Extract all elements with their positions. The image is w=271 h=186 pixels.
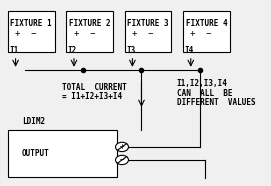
- Text: I1: I1: [9, 46, 18, 55]
- Text: DIFFERENT  VALUES: DIFFERENT VALUES: [176, 98, 255, 107]
- Text: +  −: + −: [15, 29, 37, 38]
- Circle shape: [115, 142, 128, 152]
- Text: −: −: [120, 155, 124, 164]
- FancyBboxPatch shape: [66, 11, 113, 52]
- Text: +  −: + −: [191, 29, 212, 38]
- Text: CAN  ALL  BE: CAN ALL BE: [176, 89, 232, 97]
- Text: FIXTURE 4: FIXTURE 4: [186, 19, 227, 28]
- Text: FIXTURE 2: FIXTURE 2: [69, 19, 110, 28]
- Text: LDIM2: LDIM2: [22, 118, 45, 126]
- Text: FIXTURE 3: FIXTURE 3: [127, 19, 169, 28]
- Text: +: +: [120, 142, 124, 151]
- FancyBboxPatch shape: [8, 130, 117, 177]
- FancyBboxPatch shape: [125, 11, 171, 52]
- Text: FIXTURE 1: FIXTURE 1: [10, 19, 52, 28]
- Text: +  −: + −: [74, 29, 95, 38]
- Circle shape: [115, 155, 128, 165]
- Text: TOTAL  CURRENT: TOTAL CURRENT: [62, 83, 127, 92]
- Text: I2: I2: [67, 46, 77, 55]
- Text: OUTPUT: OUTPUT: [22, 149, 50, 158]
- Text: I1,I2,I3,I4: I1,I2,I3,I4: [176, 79, 227, 88]
- Text: +  −: + −: [132, 29, 153, 38]
- Text: I4: I4: [184, 46, 193, 55]
- Text: I3: I3: [126, 46, 135, 55]
- Text: = I1+I2+I3+I4: = I1+I2+I3+I4: [62, 92, 122, 101]
- FancyBboxPatch shape: [183, 11, 230, 52]
- FancyBboxPatch shape: [8, 11, 54, 52]
